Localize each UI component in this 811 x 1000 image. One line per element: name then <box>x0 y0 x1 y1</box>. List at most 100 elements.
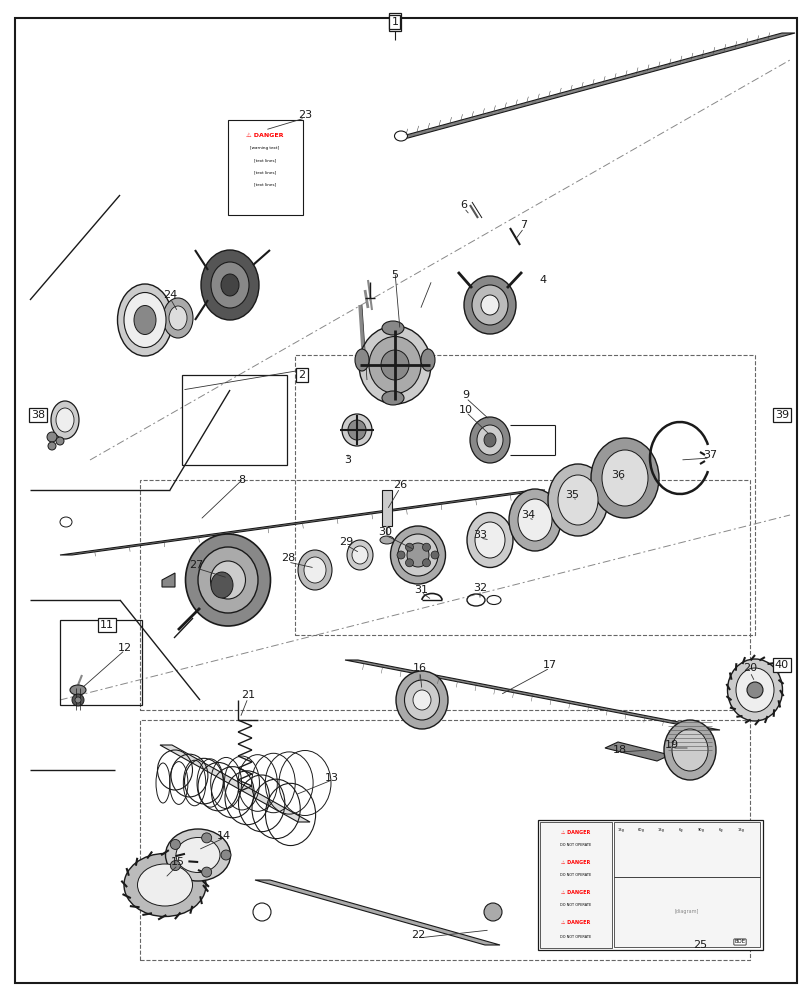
Ellipse shape <box>165 829 230 881</box>
Circle shape <box>47 432 57 442</box>
Text: 26: 26 <box>393 480 406 490</box>
Text: 15: 15 <box>171 857 185 867</box>
Circle shape <box>397 551 405 559</box>
Ellipse shape <box>348 420 366 440</box>
Bar <box>538 820 762 950</box>
Text: [warning text]: [warning text] <box>250 146 279 150</box>
Ellipse shape <box>176 837 220 872</box>
Ellipse shape <box>368 336 420 393</box>
Text: 12: 12 <box>118 643 132 653</box>
Ellipse shape <box>201 250 259 320</box>
Ellipse shape <box>508 489 560 551</box>
Text: 24: 24 <box>163 290 177 300</box>
Text: 34: 34 <box>521 510 534 520</box>
Ellipse shape <box>601 450 647 506</box>
Text: 7: 7 <box>520 220 527 230</box>
Ellipse shape <box>547 464 607 536</box>
Text: DO NOT OPERATE: DO NOT OPERATE <box>560 873 591 877</box>
Ellipse shape <box>221 274 238 296</box>
Ellipse shape <box>590 438 659 518</box>
Ellipse shape <box>672 729 707 771</box>
Text: [text lines]: [text lines] <box>254 170 276 174</box>
Text: BOE: BOE <box>733 939 744 944</box>
Bar <box>228 120 303 215</box>
Circle shape <box>72 694 84 706</box>
Ellipse shape <box>124 292 165 348</box>
Circle shape <box>56 437 64 445</box>
Text: 6g: 6g <box>718 828 723 832</box>
Polygon shape <box>345 660 719 730</box>
Ellipse shape <box>354 349 368 371</box>
Ellipse shape <box>211 572 233 598</box>
Circle shape <box>405 543 413 551</box>
Text: ⚠ DANGER: ⚠ DANGER <box>560 829 590 834</box>
Text: 22: 22 <box>410 930 425 940</box>
Polygon shape <box>394 33 794 138</box>
Text: ⚠ DANGER: ⚠ DANGER <box>560 859 590 864</box>
Ellipse shape <box>557 475 597 525</box>
Ellipse shape <box>471 285 508 325</box>
Ellipse shape <box>118 284 172 356</box>
Circle shape <box>170 861 180 871</box>
Polygon shape <box>255 880 500 945</box>
Text: [text lines]: [text lines] <box>254 182 276 186</box>
Text: 25: 25 <box>692 940 706 950</box>
Circle shape <box>201 867 212 877</box>
Text: 13: 13 <box>324 773 338 783</box>
Ellipse shape <box>480 295 499 315</box>
Text: 20: 20 <box>742 663 756 673</box>
Text: 19: 19 <box>664 740 678 750</box>
Bar <box>139 720 749 960</box>
Ellipse shape <box>390 526 445 584</box>
Text: 17: 17 <box>543 660 556 670</box>
Text: [diagram]: [diagram] <box>674 909 698 914</box>
Ellipse shape <box>517 499 551 541</box>
Ellipse shape <box>420 349 435 371</box>
Bar <box>139 480 749 710</box>
Ellipse shape <box>396 671 448 729</box>
Ellipse shape <box>397 534 437 576</box>
Text: 36: 36 <box>610 470 624 480</box>
Text: 90g: 90g <box>697 828 703 832</box>
Ellipse shape <box>404 680 439 720</box>
Bar <box>613 822 759 877</box>
Bar <box>381 490 392 526</box>
Text: 21: 21 <box>241 690 255 700</box>
Ellipse shape <box>303 557 325 583</box>
Text: ⚠ DANGER: ⚠ DANGER <box>560 919 590 924</box>
Text: 31: 31 <box>414 585 427 595</box>
Ellipse shape <box>380 536 393 544</box>
Circle shape <box>746 682 762 698</box>
Text: DO NOT OPERATE: DO NOT OPERATE <box>560 935 591 939</box>
Text: 60g: 60g <box>637 828 644 832</box>
Bar <box>613 877 759 947</box>
Text: 10: 10 <box>458 405 473 415</box>
Bar <box>60 620 142 705</box>
Ellipse shape <box>210 561 245 599</box>
Ellipse shape <box>735 668 773 712</box>
Text: 6g: 6g <box>678 828 682 832</box>
Polygon shape <box>60 490 544 555</box>
Text: 3: 3 <box>344 455 351 465</box>
Text: 16: 16 <box>413 663 427 673</box>
Text: 28: 28 <box>281 553 294 563</box>
Ellipse shape <box>470 417 509 463</box>
Circle shape <box>201 833 212 843</box>
Text: 40: 40 <box>774 660 788 670</box>
Text: 33: 33 <box>473 530 487 540</box>
Text: 37: 37 <box>702 450 716 460</box>
Ellipse shape <box>51 401 79 439</box>
Ellipse shape <box>341 414 371 446</box>
Text: 8: 8 <box>238 475 245 485</box>
Ellipse shape <box>253 903 271 921</box>
Ellipse shape <box>163 298 193 338</box>
Ellipse shape <box>381 321 404 335</box>
Ellipse shape <box>463 276 515 334</box>
Text: 2: 2 <box>298 370 305 380</box>
Circle shape <box>405 559 413 567</box>
Circle shape <box>221 850 230 860</box>
Circle shape <box>431 551 439 559</box>
Ellipse shape <box>137 864 192 906</box>
Text: 14: 14 <box>217 831 231 841</box>
Circle shape <box>422 559 430 567</box>
